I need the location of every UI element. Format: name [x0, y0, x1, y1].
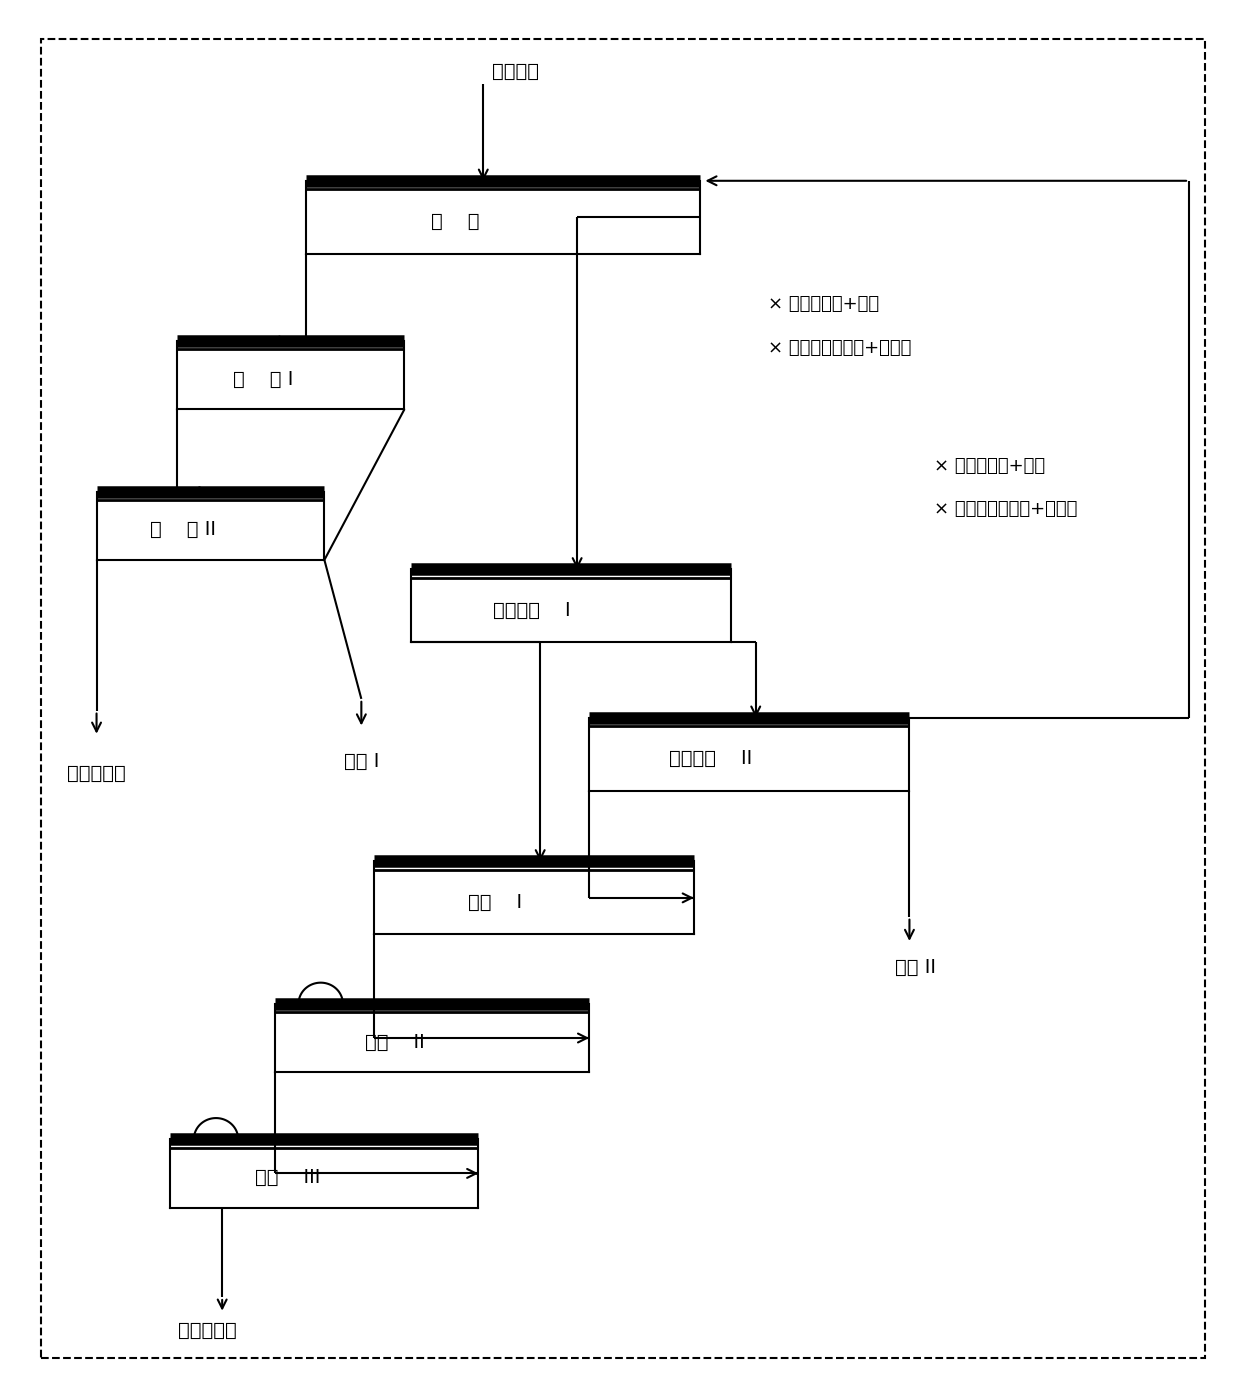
- Text: 天青石精矿: 天青石精矿: [67, 764, 126, 783]
- FancyBboxPatch shape: [41, 39, 1205, 1358]
- Text: 稀土尾矿: 稀土尾矿: [492, 62, 539, 80]
- Text: 精选    II: 精选 II: [365, 1033, 424, 1052]
- Text: × 酸化水玻璃+草酸: × 酸化水玻璃+草酸: [768, 295, 879, 313]
- Text: 精选    I: 精选 I: [469, 893, 522, 912]
- Text: 精选    III: 精选 III: [254, 1168, 320, 1186]
- Text: × 酸化水玻璃+草酸: × 酸化水玻璃+草酸: [934, 457, 1045, 475]
- Text: 重    选: 重 选: [432, 212, 480, 231]
- Text: 磁    选 I: 磁 选 I: [233, 370, 294, 388]
- Text: 浮选粗选    I: 浮选粗选 I: [494, 600, 572, 620]
- Text: × 十六烷基硫酸钠+油酸钾: × 十六烷基硫酸钠+油酸钾: [934, 500, 1078, 518]
- Text: × 十六烷基硫酸钠+油酸钾: × 十六烷基硫酸钠+油酸钾: [768, 340, 911, 358]
- Text: 磁    选 II: 磁 选 II: [150, 520, 216, 539]
- Text: 浮选粗选    II: 浮选粗选 II: [670, 748, 753, 768]
- Text: 尾矿 II: 尾矿 II: [895, 958, 936, 977]
- Text: 菱锶矿精矿: 菱锶矿精矿: [179, 1321, 237, 1340]
- Text: 尾矿 I: 尾矿 I: [343, 751, 379, 771]
